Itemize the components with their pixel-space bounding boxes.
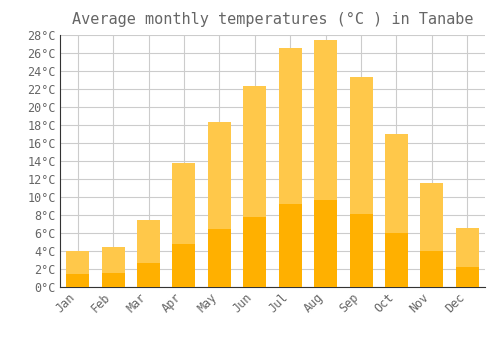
Bar: [172, 244, 196, 287]
Bar: [137, 219, 160, 263]
Bar: [66, 274, 89, 287]
Bar: [137, 263, 160, 287]
Bar: [244, 86, 266, 217]
Bar: [456, 229, 479, 267]
Bar: [456, 267, 479, 287]
Bar: [420, 251, 444, 287]
Bar: [278, 49, 301, 203]
Bar: [278, 203, 301, 287]
Bar: [172, 163, 196, 244]
Bar: [385, 134, 408, 233]
Bar: [102, 246, 124, 273]
Bar: [420, 183, 444, 251]
Bar: [66, 251, 89, 274]
Bar: [208, 229, 231, 287]
Bar: [208, 122, 231, 229]
Bar: [244, 217, 266, 287]
Bar: [314, 40, 337, 200]
Bar: [314, 200, 337, 287]
Bar: [350, 77, 372, 214]
Bar: [350, 214, 372, 287]
Title: Average monthly temperatures (°C ) in Tanabe: Average monthly temperatures (°C ) in Ta…: [72, 12, 473, 27]
Bar: [385, 233, 408, 287]
Bar: [102, 273, 124, 287]
